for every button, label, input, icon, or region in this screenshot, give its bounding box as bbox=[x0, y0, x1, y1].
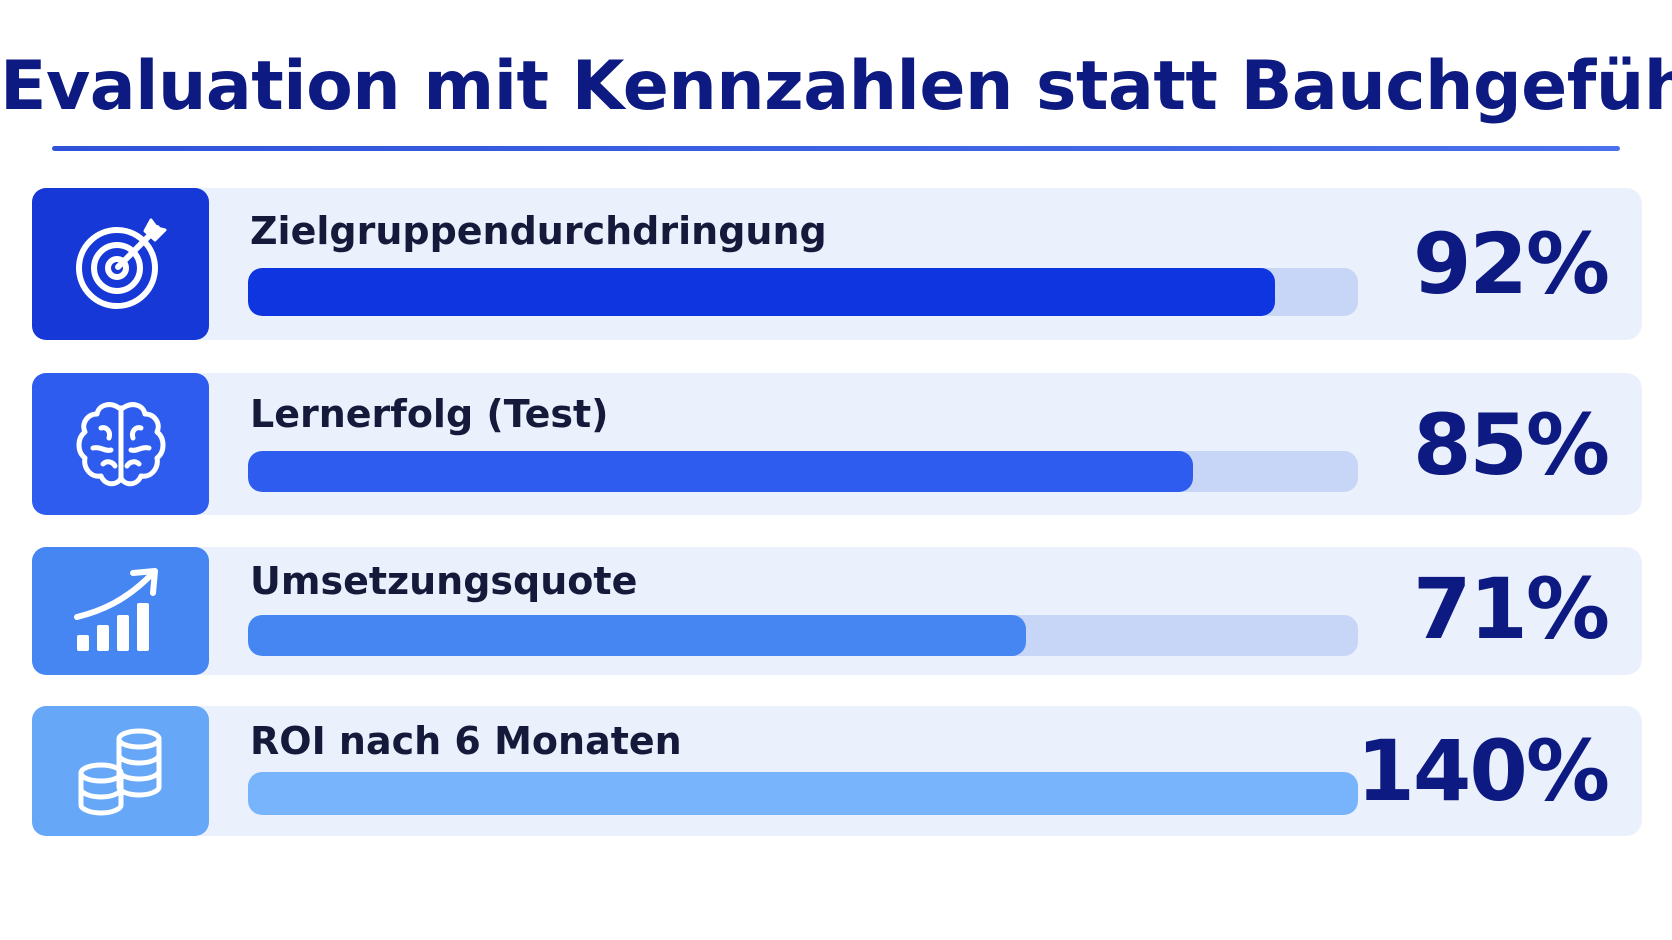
metric-label: Zielgruppendurchdringung bbox=[250, 209, 827, 253]
brain-icon bbox=[76, 402, 165, 487]
page-title: Evaluation mit Kennzahlen statt Bauchgef… bbox=[0, 47, 1672, 126]
title-underline bbox=[52, 146, 1620, 151]
icon-box bbox=[32, 373, 209, 515]
metric-label: ROI nach 6 Monaten bbox=[250, 719, 682, 763]
progress-track bbox=[248, 451, 1358, 492]
metric-label: Umsetzungsquote bbox=[250, 559, 638, 603]
icon-box bbox=[32, 547, 209, 675]
coins-icon bbox=[78, 728, 161, 816]
metric-row-roi: ROI nach 6 Monaten 140% bbox=[32, 706, 1642, 836]
metric-value: 92% bbox=[1412, 215, 1610, 313]
metric-row-umsetzungsquote: Umsetzungsquote 71% bbox=[32, 547, 1642, 675]
progress-fill bbox=[248, 615, 1027, 656]
progress-track bbox=[248, 615, 1358, 656]
target-icon bbox=[75, 218, 166, 309]
metric-value: 85% bbox=[1412, 396, 1610, 494]
metric-row-lernerfolg: Lernerfolg (Test) 85% bbox=[32, 373, 1642, 515]
progress-fill bbox=[248, 268, 1275, 316]
progress-fill bbox=[248, 451, 1193, 492]
progress-track bbox=[248, 268, 1358, 316]
icon-box bbox=[32, 188, 209, 340]
metric-value: 140% bbox=[1356, 722, 1610, 820]
metric-value: 71% bbox=[1412, 560, 1610, 658]
progress-track bbox=[248, 772, 1358, 815]
icon-box bbox=[32, 706, 209, 836]
progress-fill bbox=[248, 772, 1358, 815]
metric-label: Lernerfolg (Test) bbox=[250, 392, 609, 436]
metric-row-zielgruppendurchdringung: Zielgruppendurchdringung 92% bbox=[32, 188, 1642, 340]
growth-chart-icon bbox=[73, 568, 158, 651]
